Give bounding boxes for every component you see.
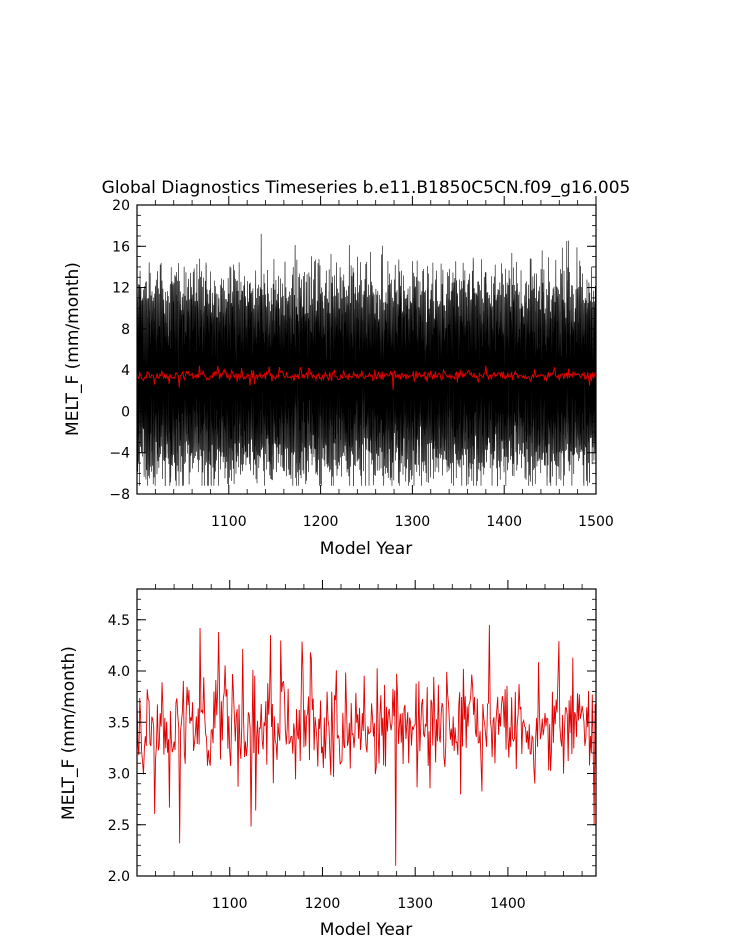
bottom-y-axis-label: MELT_F (mm/month): [59, 646, 79, 820]
x-tick-label: 1100: [212, 896, 248, 912]
top-y-ticks: −8 −4 0 4 8 12 16 20: [109, 198, 596, 503]
y-tick-label: 12: [112, 281, 130, 297]
y-tick-label: 20: [112, 198, 130, 214]
top-y-axis-label: MELT_F (mm/month): [63, 262, 83, 436]
top-x-axis-label: Model Year: [320, 539, 412, 559]
chart-title: Global Diagnostics Timeseries b.e11.B185…: [102, 178, 631, 198]
bottom-chart: 2.0 2.5 3.0 3.5 4.0 4.5 1100 1200 1300 1400 Mode…: [59, 580, 597, 940]
bottom-y-ticks: 2.0 2.5 3.0 3.5 4.0 4.5: [108, 588, 596, 885]
x-tick-label: 1400: [486, 514, 522, 530]
y-tick-label: 4: [121, 363, 130, 379]
top-chart: Global Diagnostics Timeseries b.e11.B185…: [63, 178, 630, 559]
y-tick-label: −4: [109, 446, 130, 462]
bottom-plot-area: [136, 624, 597, 866]
top-plot-area: [136, 233, 597, 487]
y-tick-label: 2.0: [108, 869, 130, 885]
x-tick-label: 1200: [305, 896, 341, 912]
monthly-series-line: [136, 233, 597, 487]
y-tick-label: 2.5: [108, 818, 130, 834]
x-tick-label: 1100: [211, 514, 247, 530]
y-tick-label: 4.0: [108, 664, 130, 680]
x-tick-label: 1200: [303, 514, 339, 530]
y-tick-label: 3.5: [108, 715, 130, 731]
bottom-x-axis-label: Model Year: [320, 920, 412, 940]
y-tick-label: 4.5: [108, 613, 130, 629]
y-tick-label: 0: [121, 404, 130, 420]
annual-mean-line: [136, 624, 597, 866]
annual-mean-line: [136, 365, 597, 390]
bottom-x-ticks: 1100 1200 1300 1400: [155, 580, 583, 912]
x-tick-label: 1300: [397, 896, 433, 912]
x-tick-label: 1400: [490, 896, 526, 912]
y-tick-label: 8: [121, 322, 130, 338]
x-tick-label: 1300: [395, 514, 431, 530]
y-tick-label: 3.0: [108, 767, 130, 783]
top-x-ticks: 1100 1200 1300 1400 1500: [154, 196, 614, 530]
x-tick-label: 1500: [578, 514, 614, 530]
y-tick-label: −8: [109, 487, 130, 503]
y-tick-label: 16: [112, 239, 130, 255]
